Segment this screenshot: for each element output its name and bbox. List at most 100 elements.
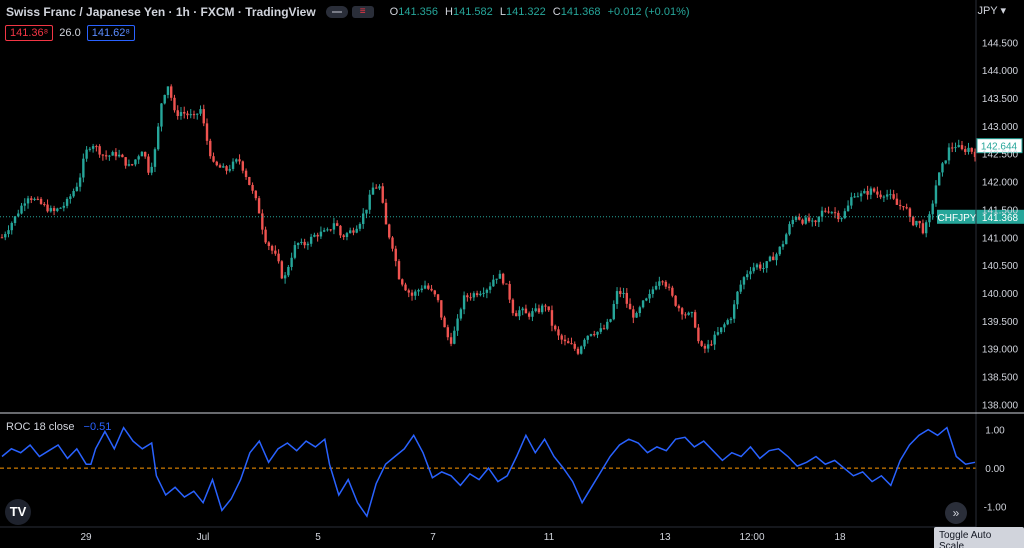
candle-body: [440, 300, 443, 318]
candle-body: [98, 146, 101, 155]
candle-body: [833, 212, 837, 214]
candle-body: [775, 254, 778, 261]
candle-body: [915, 220, 918, 226]
candle-body: [560, 335, 563, 340]
candle-body: [918, 220, 921, 224]
symbol-label-box: [937, 209, 977, 224]
candle-body: [17, 213, 20, 217]
last-price-label: 141.368: [982, 213, 1019, 224]
price-tick-label: 141.500: [982, 205, 1019, 216]
candle-body: [518, 310, 521, 317]
candle-body: [117, 154, 121, 157]
candle-body: [498, 273, 502, 279]
candle-body: [804, 217, 807, 224]
candle-body: [508, 284, 511, 300]
candle-body: [941, 163, 944, 173]
roc-pane[interactable]: [0, 426, 976, 518]
indicator-legend[interactable]: ROC 18 close −0.51: [6, 421, 111, 433]
candle-body: [189, 114, 192, 116]
candle-body: [228, 168, 231, 171]
candle-body: [355, 228, 358, 233]
candle-body: [475, 293, 479, 296]
candle-body: [10, 223, 13, 231]
candle-body: [26, 198, 30, 204]
change-value: +0.012 (+0.01%): [607, 6, 690, 18]
candle-body: [521, 308, 524, 311]
candle-body: [505, 283, 508, 285]
price-tick-label: 143.000: [982, 122, 1019, 133]
candle-body: [316, 234, 319, 237]
candle-body: [911, 216, 915, 226]
tradingview-logo-icon[interactable]: TV: [5, 499, 31, 525]
candle-body: [20, 205, 23, 214]
candle-body: [23, 203, 26, 206]
candle-body: [576, 348, 580, 354]
candle-body: [677, 305, 681, 309]
candle-body: [879, 194, 882, 198]
marker-price-label: 142.644: [981, 142, 1018, 153]
candle-body: [768, 256, 772, 262]
candle-body: [840, 218, 843, 220]
currency-selector[interactable]: JPY ▾: [977, 5, 1006, 17]
candle-body: [762, 268, 765, 270]
time-tick-label: 13: [659, 532, 671, 543]
candle-body: [759, 264, 762, 269]
candle-body: [46, 204, 49, 212]
chart-header: Swiss Franc / Japanese Yen · 1h · FXCM ·…: [6, 5, 694, 19]
candle-body: [846, 205, 850, 212]
candle-body: [124, 157, 127, 166]
candle-body: [352, 230, 355, 233]
candle-body: [300, 241, 303, 244]
candle-body: [254, 190, 258, 199]
candle-body: [466, 295, 469, 298]
candle-body: [625, 292, 629, 304]
candle-body: [111, 152, 114, 156]
buy-button[interactable]: 141.62⁸: [86, 25, 136, 41]
price-pane[interactable]: CHFJPY 141.368 142.644: [0, 84, 1024, 356]
candle-body: [641, 300, 645, 308]
candle-body: [108, 155, 111, 157]
candle-body: [150, 166, 153, 173]
candle-body: [427, 285, 430, 289]
symbol-title[interactable]: Swiss Franc / Japanese Yen · 1h · FXCM ·…: [6, 5, 316, 19]
candle-body: [121, 154, 124, 158]
price-tick-label: 144.500: [982, 38, 1019, 49]
candle-body: [244, 170, 248, 178]
candle-body: [231, 161, 235, 169]
candle-body: [218, 165, 222, 168]
candle-body: [114, 152, 118, 157]
roc-tick-label: 1.00: [985, 426, 1005, 437]
candle-body: [511, 299, 515, 314]
candle-body: [280, 261, 284, 279]
candle-body: [173, 97, 176, 111]
scroll-to-realtime-icon[interactable]: »: [945, 502, 967, 524]
candle-body: [56, 208, 59, 211]
candle-body: [196, 113, 199, 115]
candle-body: [436, 294, 440, 301]
candle-body: [485, 289, 489, 293]
candle-body: [557, 329, 560, 336]
candle-body: [348, 230, 352, 234]
candle-body: [954, 147, 957, 149]
candle-body: [726, 320, 729, 325]
candle-body: [664, 281, 668, 287]
time-tick-label: 7: [430, 532, 436, 543]
candle-body: [143, 151, 147, 157]
eye-toggle-icon[interactable]: [325, 6, 348, 18]
candle-body: [95, 146, 98, 148]
candle-body: [30, 198, 33, 200]
price-tick-label: 142.000: [982, 178, 1019, 189]
sell-button[interactable]: 141.36⁸: [5, 25, 54, 41]
indicator-name: ROC 18 close: [6, 421, 75, 433]
candle-body: [531, 311, 534, 317]
low-label: L: [499, 6, 506, 18]
remove-icon[interactable]: ≡: [351, 6, 374, 18]
candle-body: [329, 229, 332, 231]
candle-body: [863, 190, 866, 194]
candle-body: [671, 287, 674, 296]
candle-body: [859, 193, 863, 197]
candle-body: [697, 327, 700, 342]
candle-body: [248, 177, 251, 185]
